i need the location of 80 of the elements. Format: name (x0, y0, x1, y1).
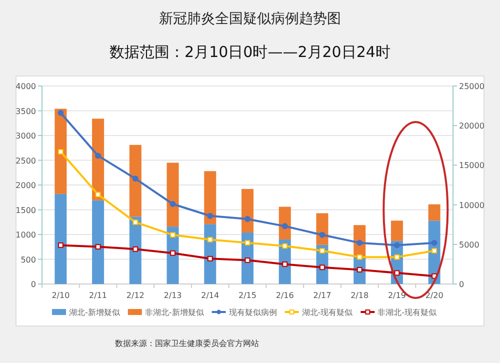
point (320, 248, 325, 254)
y2-tick-label: 5000 (459, 240, 480, 250)
bar (92, 118, 104, 200)
legend-label: 湖北-新增疑似 (69, 308, 121, 317)
y-tick-label: 3000 (16, 132, 36, 140)
x-tick-label: 2/15 (238, 291, 256, 300)
point (170, 250, 176, 256)
point (244, 258, 250, 263)
point (207, 256, 213, 262)
x-tick-label: 2/20 (425, 291, 444, 300)
y2-tick-label: 0 (459, 280, 464, 289)
bar (390, 220, 403, 241)
bar (242, 188, 254, 233)
y2-tick-label: 15000 (459, 161, 484, 170)
y-tick-label: 4000 (16, 82, 36, 91)
point (170, 232, 176, 238)
legend-label: 现有疑似病例 (228, 308, 277, 317)
x-tick-label: 2/17 (313, 291, 332, 300)
point (132, 176, 138, 182)
x-tick-label: 2/12 (126, 291, 144, 300)
y2-tick-label: 20000 (459, 122, 484, 131)
x-tick-label: 2/13 (164, 291, 182, 300)
y-tick-label: 0 (30, 280, 36, 289)
bar (54, 194, 67, 284)
bar (166, 162, 179, 227)
point (244, 216, 250, 222)
point (170, 201, 176, 208)
bar (428, 204, 440, 221)
y2-tick-label: 10000 (459, 200, 484, 210)
bar (129, 144, 142, 217)
point (431, 240, 438, 246)
point (58, 110, 64, 116)
x-tick-label: 2/18 (350, 291, 369, 300)
point (207, 236, 213, 242)
x-tick-label: 2/14 (201, 291, 220, 300)
y2-tick-label: 25000 (459, 82, 484, 91)
y-tick-label: 2000 (16, 181, 36, 190)
legend-label: 非湖北-新增疑似 (144, 308, 205, 317)
bar (54, 108, 67, 194)
legend-非湖北-新增疑似: 非湖北-新增疑似 (128, 308, 204, 317)
legend-现有疑似病例: 现有疑似病例 (212, 308, 277, 317)
x-tick-label: 2/16 (276, 291, 294, 300)
point (282, 223, 288, 230)
y-tick-label: 1500 (16, 206, 36, 215)
y-tick-label: 500 (20, 255, 36, 264)
point (356, 240, 363, 246)
y-tick-label: 3500 (16, 106, 36, 116)
x-tick-label: 2/10 (52, 291, 70, 300)
chart-title: 新冠肺炎全国疑似病例趋势图 (159, 11, 341, 27)
point (58, 149, 64, 154)
x-tick-label: 2/11 (89, 291, 108, 300)
y-tick-label: 2500 (16, 156, 36, 166)
point (394, 270, 400, 276)
point (320, 264, 325, 270)
y-tick-label: 1000 (16, 230, 36, 240)
point (356, 267, 362, 272)
point (207, 212, 214, 219)
point (244, 240, 250, 246)
legend-湖北-新增疑似: 湖北-新增疑似 (52, 308, 120, 317)
legend-label: 湖北-现有疑似 (302, 308, 354, 317)
point (432, 248, 438, 254)
x-tick-label: 2/19 (388, 291, 406, 300)
point (394, 254, 400, 260)
point (132, 220, 138, 225)
point (356, 254, 362, 260)
bar (204, 171, 216, 224)
source-note: 数据来源：国家卫生健康委员会官方网站 (115, 339, 259, 348)
point (319, 232, 326, 238)
legend-湖北-现有疑似: 湖北-现有疑似 (284, 308, 353, 317)
point (282, 243, 288, 249)
point (95, 152, 102, 159)
point (394, 242, 400, 248)
point (132, 246, 138, 252)
point (282, 262, 288, 267)
point (95, 244, 101, 250)
legend-非湖北-现有疑似: 非湖北-现有疑似 (360, 308, 437, 317)
legend-label: 非湖北-现有疑似 (378, 308, 438, 317)
chart-subtitle: 数据范围：2月10日0时——2月20日24时 (110, 43, 390, 61)
point (58, 242, 64, 248)
bar (92, 200, 104, 284)
